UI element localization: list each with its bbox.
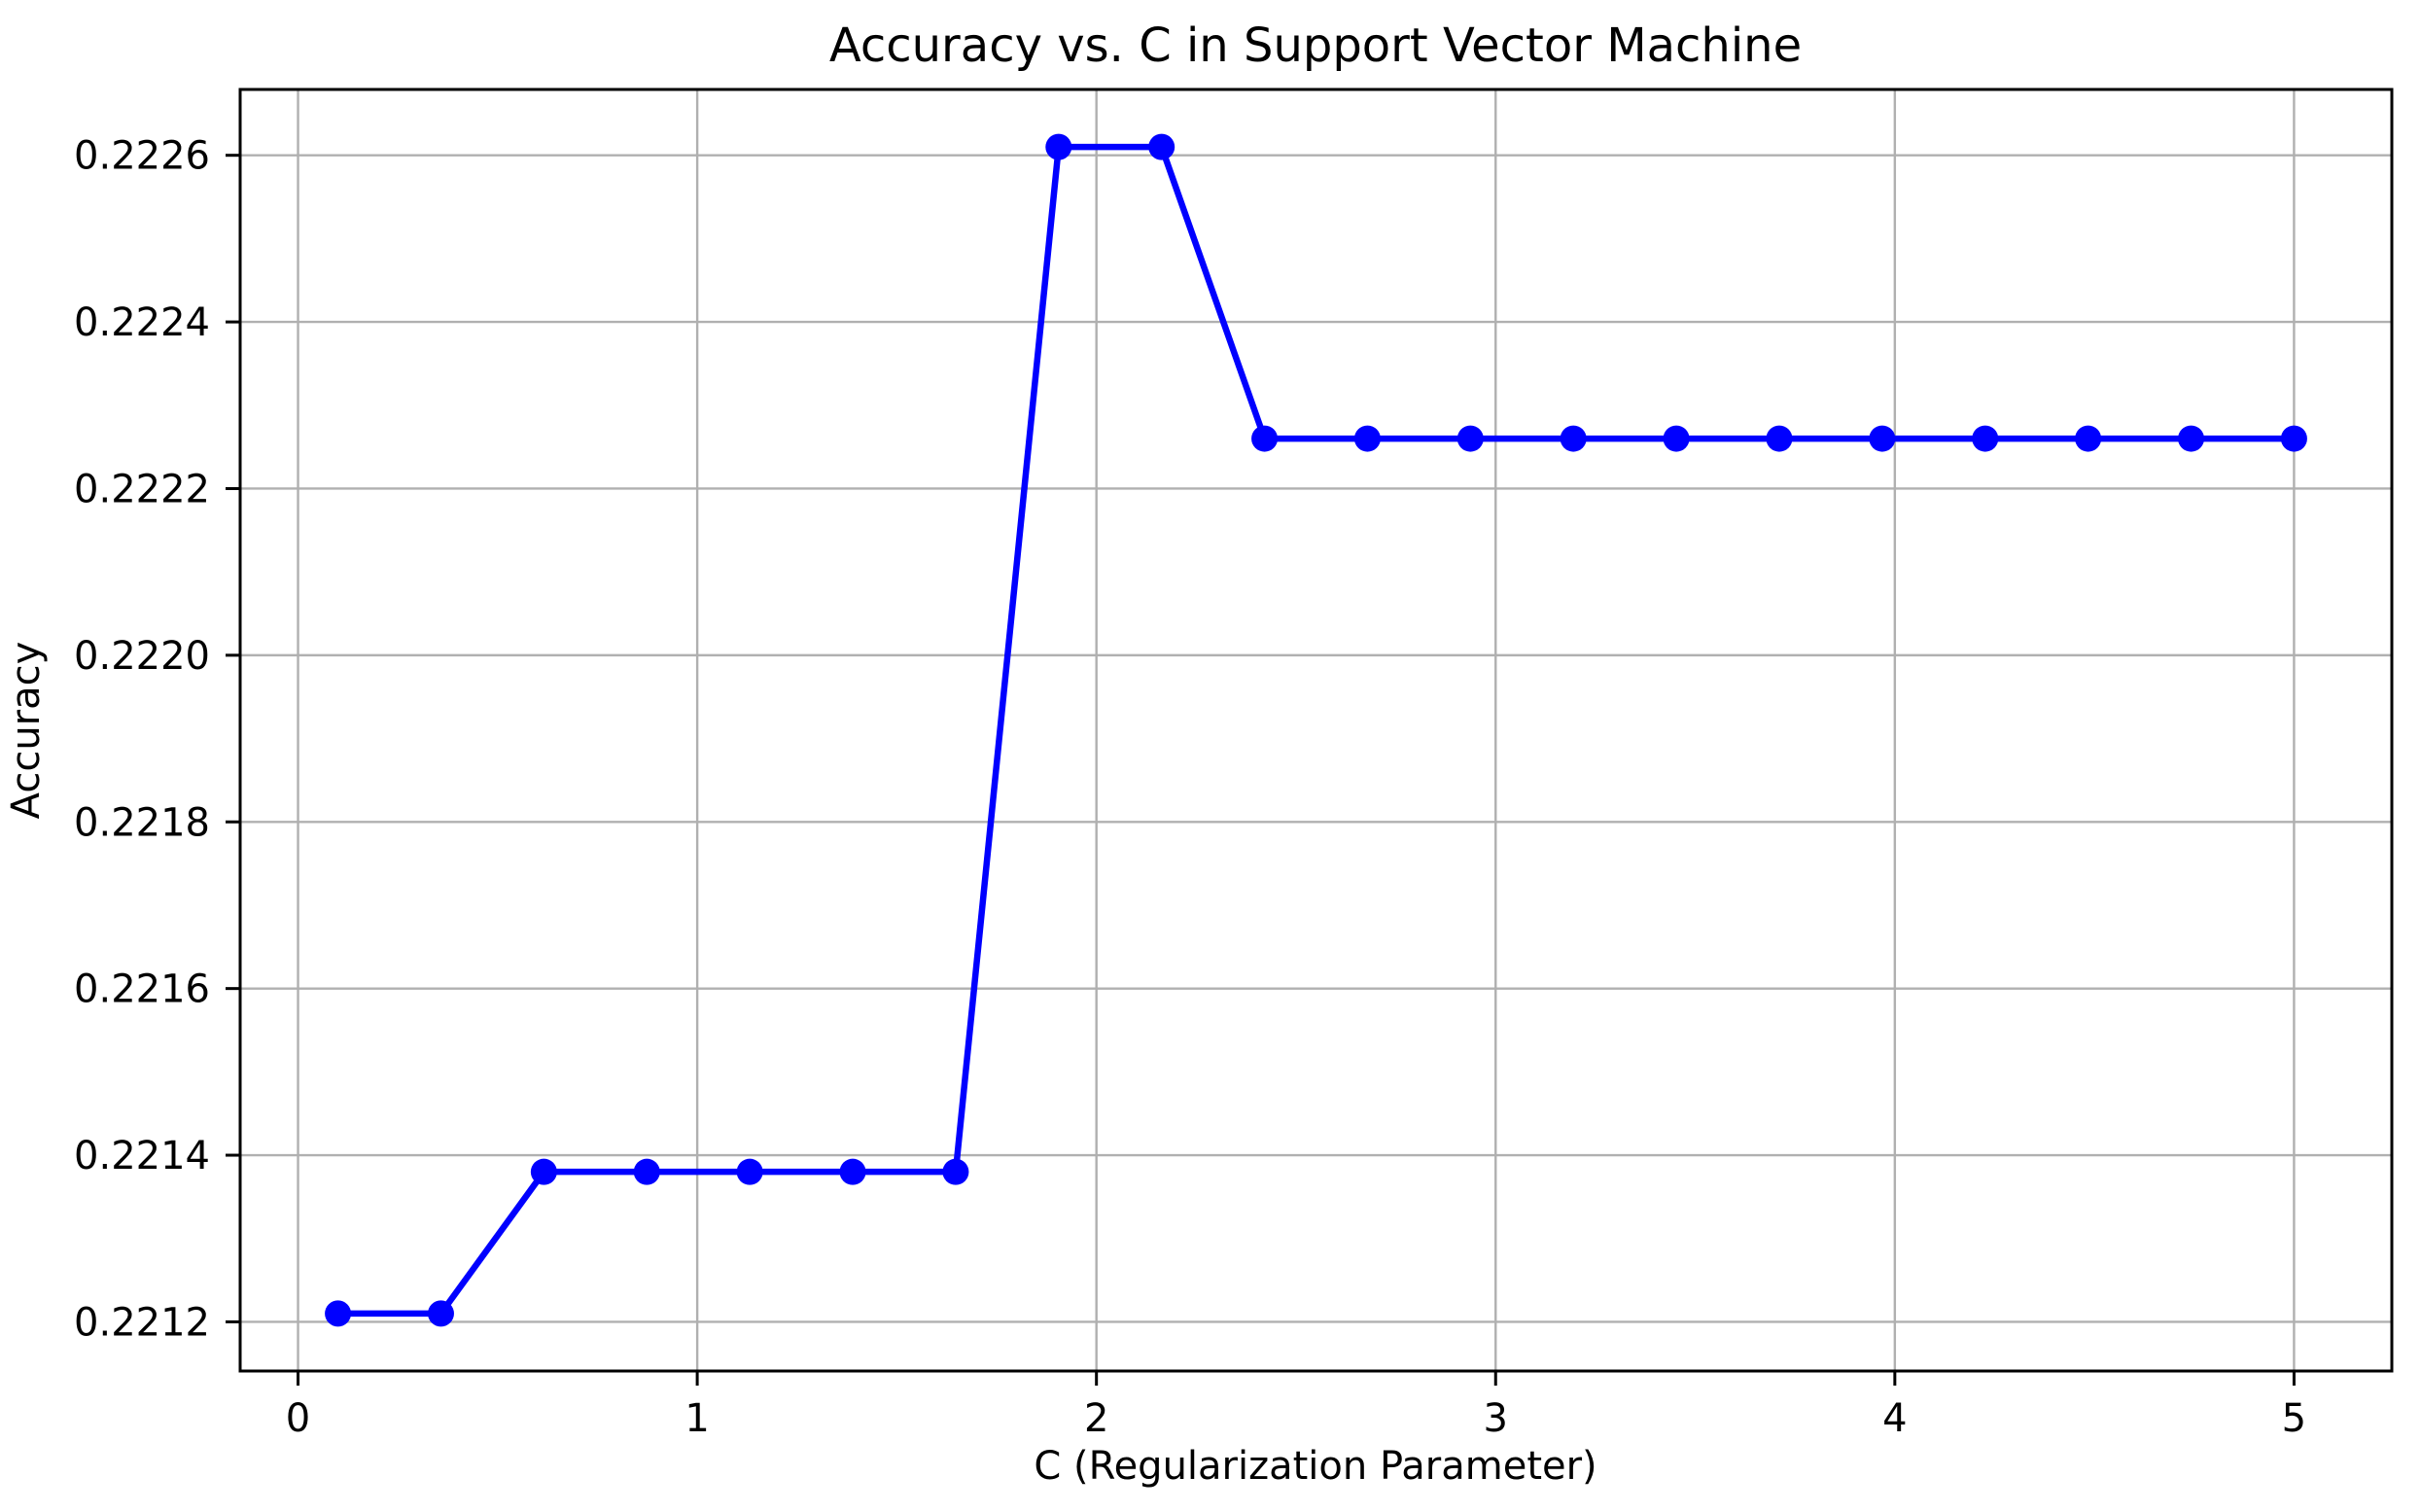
x-tick-label: 4 — [1882, 1396, 1907, 1441]
plot-frame — [238, 88, 2394, 1373]
x-tick-label: 3 — [1484, 1396, 1508, 1441]
data-point-marker — [839, 1158, 866, 1185]
grid-layer — [240, 89, 2392, 1371]
y-tick-label: 0.2212 — [74, 1300, 210, 1345]
data-point-marker — [2280, 425, 2307, 452]
y-axis-label: Accuracy — [4, 642, 49, 820]
y-tick-label: 0.2226 — [74, 134, 210, 179]
data-point-marker — [1560, 425, 1587, 452]
data-point-marker — [633, 1158, 660, 1185]
data-point-marker — [427, 1300, 454, 1327]
data-point-marker — [1045, 133, 1072, 160]
data-point-marker — [1663, 425, 1690, 452]
data-point-marker — [1251, 425, 1279, 452]
data-point-marker — [530, 1158, 557, 1185]
y-tick-label: 0.2216 — [74, 967, 210, 1012]
y-tick-label: 0.2218 — [74, 800, 210, 845]
data-point-marker — [1456, 425, 1484, 452]
x-tick-label: 5 — [2282, 1396, 2306, 1441]
accuracy-line — [334, 143, 2298, 1318]
chart-title: Accuracy vs. C in Support Vector Machine — [829, 18, 1802, 73]
data-point-marker — [1766, 425, 1793, 452]
x-tick-label: 2 — [1084, 1396, 1108, 1441]
axis-layer: 0 1 2 3 4 5 0.2212 0.2214 0.2216 0.2218 0.2220 0.22… — [74, 88, 2394, 1441]
data-point-marker — [2178, 425, 2205, 452]
data-series-layer — [325, 133, 2307, 1327]
x-tick-label: 0 — [286, 1396, 310, 1441]
data-point-marker — [1869, 425, 1896, 452]
y-tick-label: 0.2222 — [74, 467, 210, 511]
data-point-marker — [942, 1158, 969, 1185]
x-axis-label: C (Regularization Parameter) — [1034, 1444, 1596, 1489]
data-point-marker — [325, 1300, 352, 1327]
data-point-marker — [736, 1158, 763, 1185]
x-tick-label: 1 — [684, 1396, 709, 1441]
data-point-marker — [1148, 133, 1175, 160]
data-point-marker — [1353, 425, 1381, 452]
y-tick-label: 0.2220 — [74, 634, 210, 679]
y-tick-label: 0.2224 — [74, 300, 210, 345]
y-tick-label: 0.2214 — [74, 1134, 210, 1178]
data-point-marker — [1972, 425, 1999, 452]
data-point-marker — [2075, 425, 2102, 452]
